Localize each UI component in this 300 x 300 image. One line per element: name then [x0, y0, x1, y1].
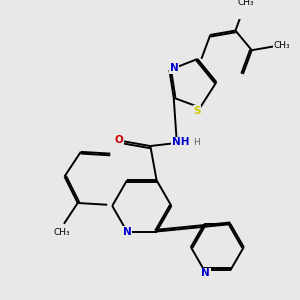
- Text: CH₃: CH₃: [238, 0, 254, 7]
- Text: N: N: [170, 63, 178, 74]
- Text: S: S: [193, 106, 201, 116]
- Text: CH₃: CH₃: [273, 40, 290, 50]
- Text: CH₃: CH₃: [53, 228, 70, 237]
- Text: H: H: [193, 138, 200, 147]
- Text: N: N: [123, 226, 131, 236]
- Text: NH: NH: [172, 137, 189, 147]
- Text: N: N: [201, 268, 210, 278]
- Text: O: O: [115, 135, 124, 145]
